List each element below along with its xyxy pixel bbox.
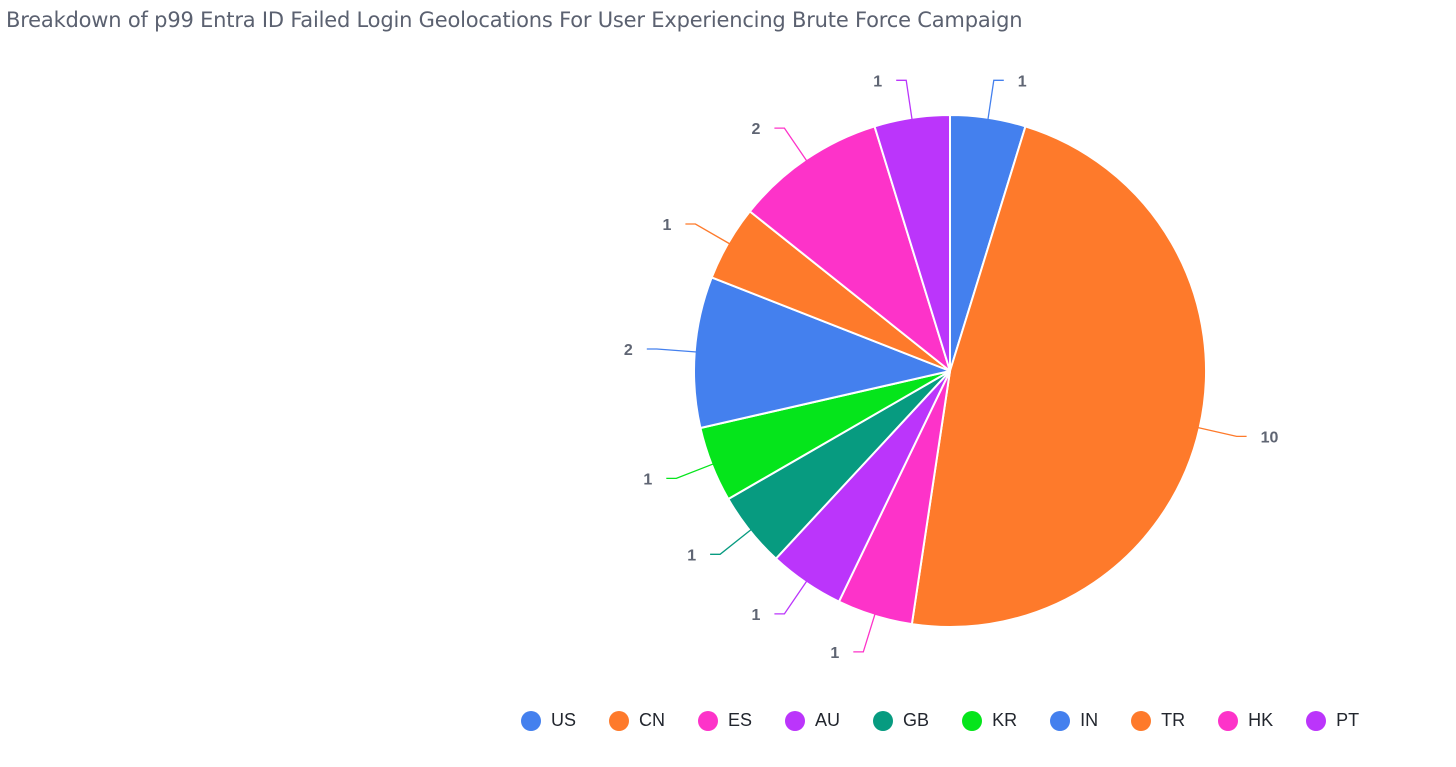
legend-item-cn[interactable]: CN (609, 710, 665, 731)
data-label-us: 1 (1018, 73, 1027, 90)
data-label-au: 1 (751, 607, 760, 624)
legend-item-au[interactable]: AU (785, 710, 840, 731)
legend-label: HK (1248, 710, 1274, 730)
leader-line-es (853, 613, 876, 653)
legend-label: US (551, 710, 577, 730)
data-label-gb: 1 (687, 547, 696, 564)
data-label-pt: 1 (873, 73, 882, 90)
legend-swatch (521, 710, 541, 731)
leader-line-kr (666, 463, 714, 480)
legend-item-pt[interactable]: PT (1306, 710, 1359, 731)
chart-title: Breakdown of p99 Entra ID Failed Login G… (6, 8, 1023, 32)
legend-swatch (609, 710, 630, 731)
legend-swatch (1218, 710, 1239, 731)
pie-slices (693, 114, 1207, 628)
leader-line-tr (685, 223, 731, 245)
leader-line-in (646, 348, 697, 353)
leader-line-au (774, 580, 808, 615)
legend-label: CN (639, 710, 666, 730)
leader-line-us (987, 79, 1004, 120)
data-label-tr: 1 (662, 217, 671, 234)
legend-label: IN (1080, 710, 1099, 730)
data-label-es: 1 (830, 645, 839, 662)
legend-label: ES (728, 710, 753, 730)
legend-item-in[interactable]: IN (1050, 710, 1098, 731)
data-label-cn: 10 (1261, 429, 1279, 446)
legend-swatch (698, 710, 719, 731)
legend-swatch (1050, 710, 1071, 731)
legend-swatch (1306, 710, 1327, 731)
data-label-hk: 2 (751, 121, 760, 138)
legend-item-tr[interactable]: TR (1131, 710, 1185, 731)
data-label-kr: 1 (643, 471, 652, 488)
legend-swatch (785, 710, 806, 731)
legend-label: GB (903, 710, 930, 730)
legend-label: AU (815, 710, 841, 730)
chart-legend: US CN ES AU GB KR IN TR HK PT (521, 710, 1392, 731)
legend-item-es[interactable]: ES (698, 710, 752, 731)
legend-item-hk[interactable]: HK (1218, 710, 1273, 731)
legend-swatch (962, 710, 983, 731)
legend-label: TR (1161, 710, 1186, 730)
leader-line-cn (1197, 426, 1247, 438)
legend-swatch (1131, 710, 1152, 731)
leader-line-pt (896, 79, 913, 120)
legend-swatch (873, 710, 894, 731)
legend-item-gb[interactable]: GB (873, 710, 929, 731)
leader-line-hk (774, 127, 808, 162)
data-labels: 1 10 1 1 1 1 2 1 2 1 (624, 73, 1279, 662)
leader-line-gb (710, 528, 752, 555)
legend-item-kr[interactable]: KR (962, 710, 1017, 731)
data-label-in: 2 (624, 342, 633, 359)
legend-label: KR (992, 710, 1018, 730)
legend-item-us[interactable]: US (521, 710, 576, 731)
legend-label: PT (1336, 710, 1360, 730)
leader-lines (646, 79, 1247, 653)
